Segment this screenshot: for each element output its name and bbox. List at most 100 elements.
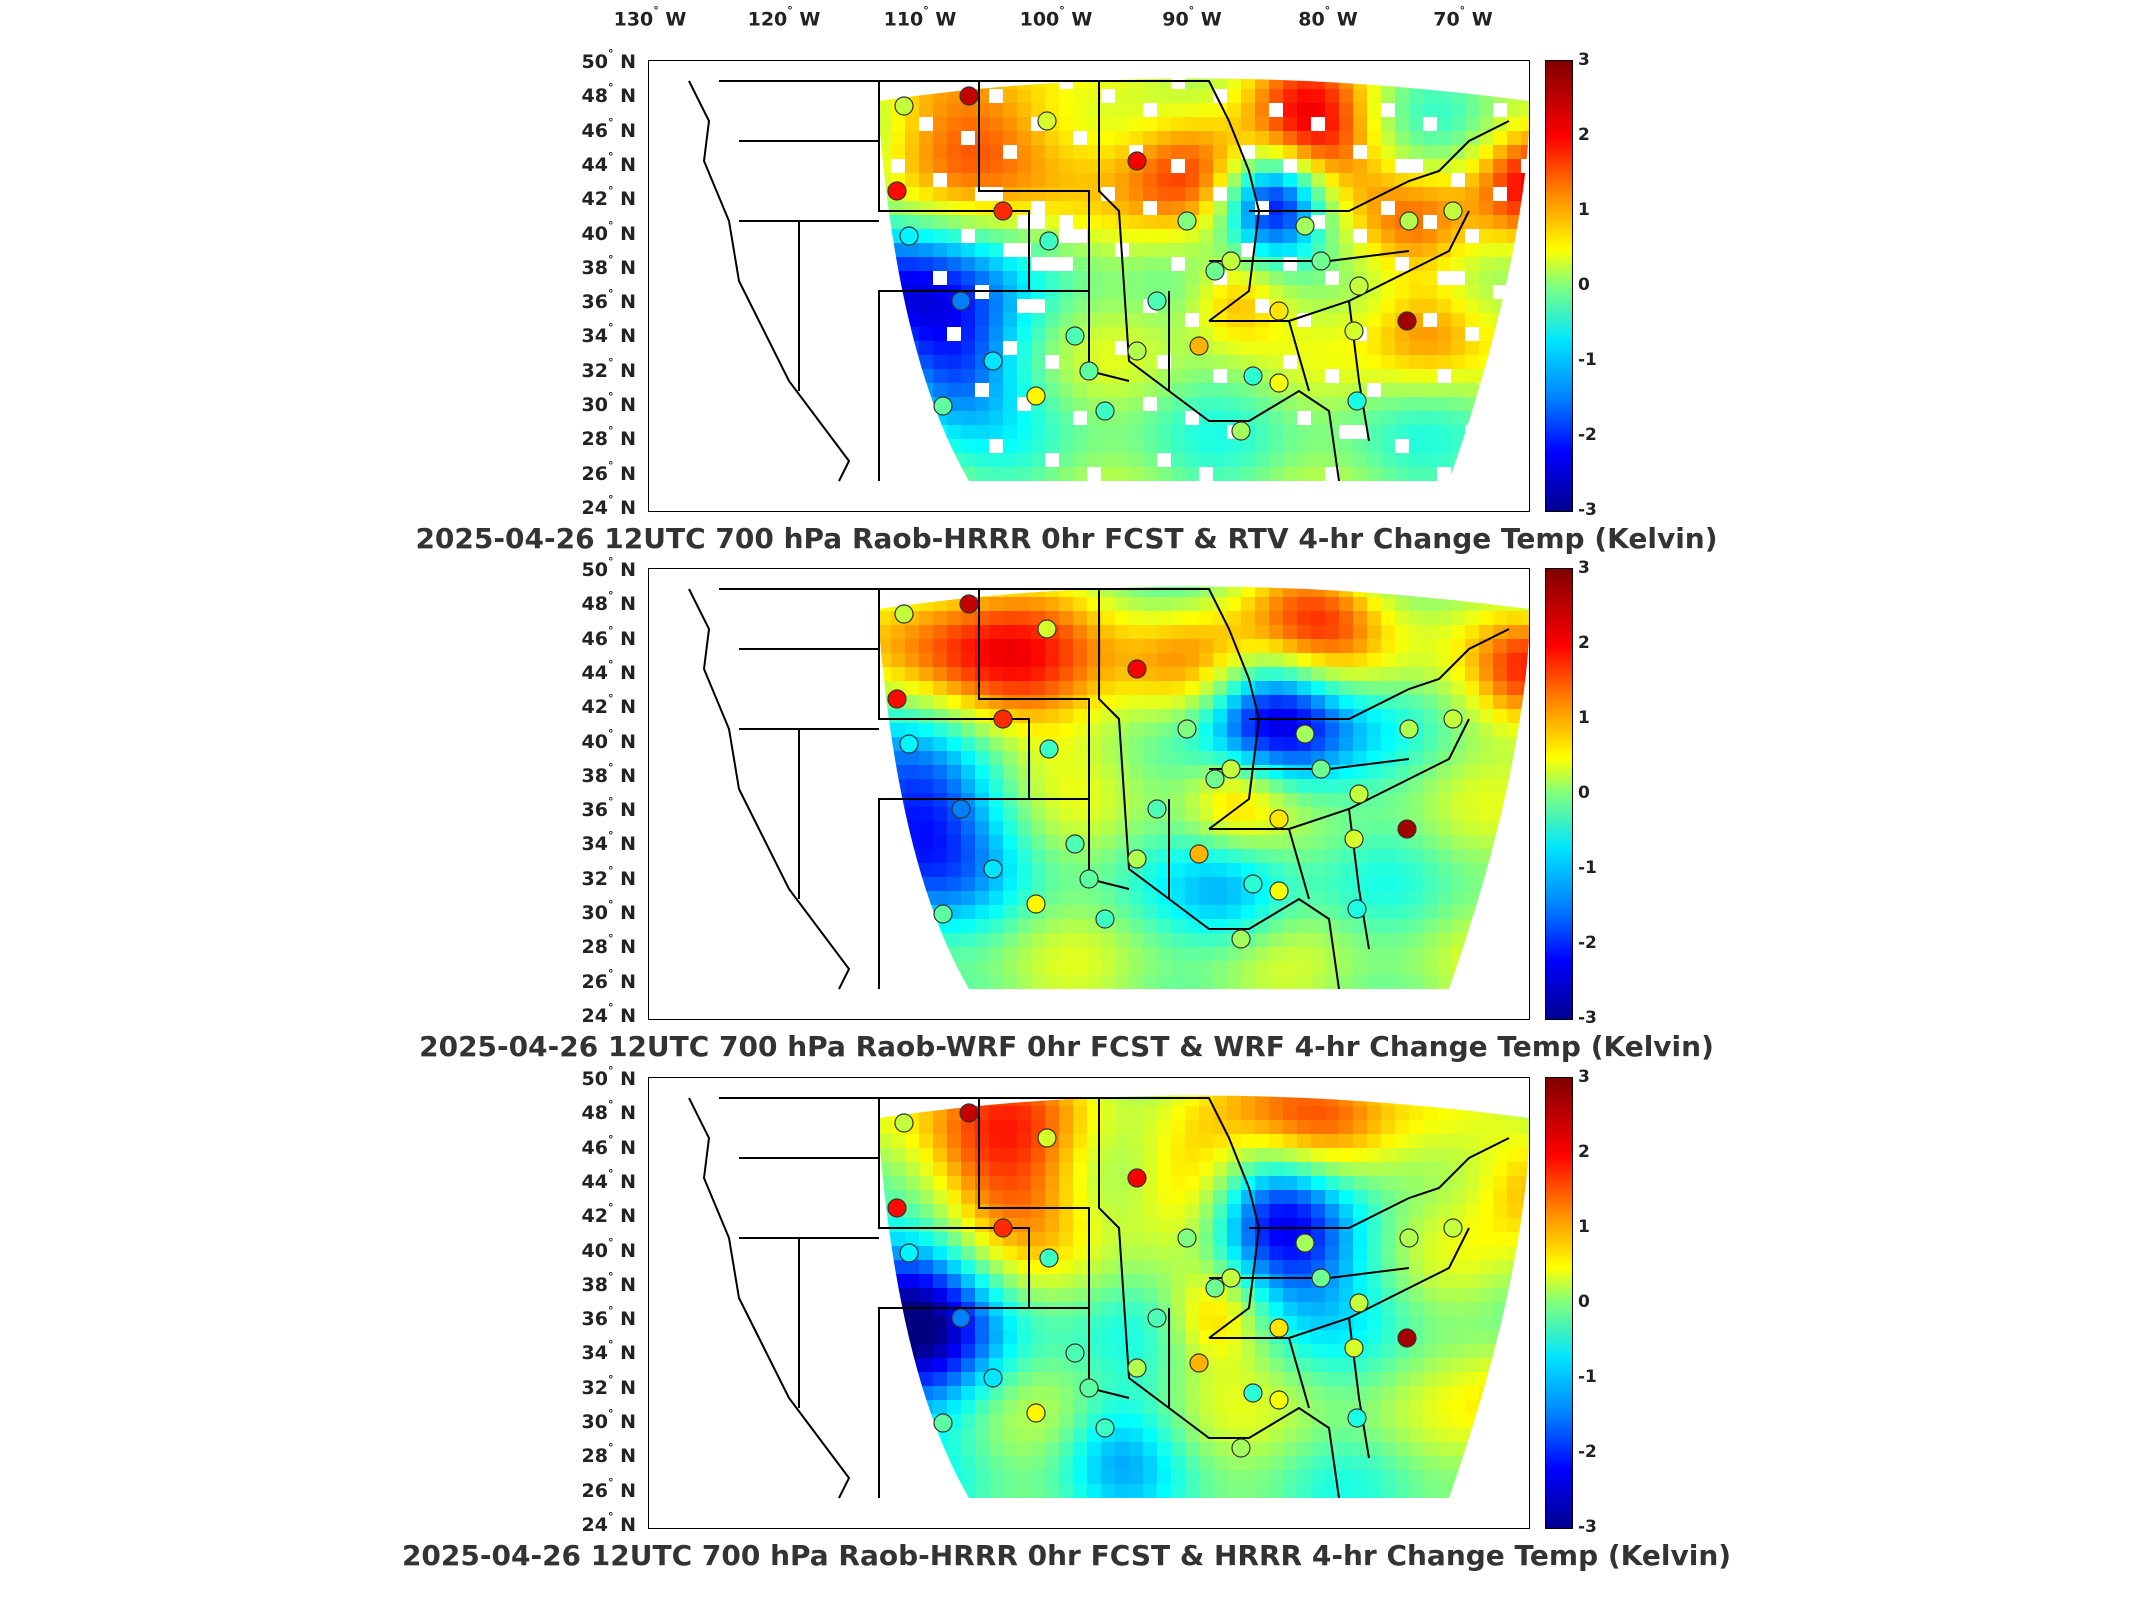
lat-value: 26 xyxy=(581,462,608,485)
lon-value: 80 xyxy=(1298,8,1325,31)
latitude-tick-label: 40° N xyxy=(581,726,636,753)
colorbar-tick-label: -2 xyxy=(1578,425,1597,445)
boundary-line xyxy=(688,588,851,990)
lat-value: 36 xyxy=(581,291,608,314)
lon-value: 70 xyxy=(1433,8,1460,31)
latitude-tick-label: 44° N xyxy=(581,1166,636,1194)
raob-station-marker xyxy=(983,859,1003,879)
colorbar-tick-label: 1 xyxy=(1578,1217,1590,1237)
lat-suffix: N xyxy=(620,662,636,685)
lat-value: 46 xyxy=(581,627,608,650)
raob-station-marker xyxy=(1026,894,1046,914)
colorbar-tick-label: 1 xyxy=(1578,708,1590,728)
lat-value: 34 xyxy=(581,325,608,348)
raob-station-marker xyxy=(1037,1128,1057,1148)
lat-suffix: N xyxy=(620,627,636,650)
lon-suffix: W xyxy=(665,8,687,31)
raob-station-marker xyxy=(933,396,953,416)
lat-suffix: N xyxy=(620,1274,636,1297)
lat-value: 30 xyxy=(581,902,608,925)
raob-station-marker xyxy=(1127,659,1147,679)
raob-station-marker xyxy=(1443,709,1463,729)
latitude-tick-label: 48° N xyxy=(581,589,636,616)
lon-suffix: W xyxy=(1071,8,1093,31)
lat-suffix: N xyxy=(620,497,636,520)
latitude-tick-label: 50° N xyxy=(581,46,636,74)
lat-value: 44 xyxy=(581,154,608,177)
boundary-line xyxy=(688,80,851,482)
colorbar-tick-label: -1 xyxy=(1578,1367,1597,1387)
lat-value: 32 xyxy=(581,359,608,382)
lat-suffix: N xyxy=(620,1445,636,1468)
latitude-tick-label: 42° N xyxy=(581,692,636,719)
longitude-tick-label: 80° W xyxy=(1298,4,1358,31)
lat-value: 30 xyxy=(581,394,608,417)
lat-value: 38 xyxy=(581,1274,608,1297)
raob-station-marker xyxy=(894,96,914,116)
raob-station-marker xyxy=(1344,829,1364,849)
lon-value: 130 xyxy=(613,8,654,31)
temperature-field xyxy=(879,78,1529,481)
raob-station-marker xyxy=(1269,809,1289,829)
colorbar-tick-label: -1 xyxy=(1578,858,1597,878)
lat-value: 46 xyxy=(581,119,608,142)
colorbar-tick-label: -3 xyxy=(1578,500,1597,520)
lat-value: 50 xyxy=(581,1068,608,1091)
lat-value: 28 xyxy=(581,428,608,451)
raob-station-marker xyxy=(1095,1418,1115,1438)
temperature-change-map xyxy=(688,1095,1529,1499)
raob-station-marker xyxy=(1231,421,1251,441)
lat-value: 28 xyxy=(581,936,608,959)
lon-suffix: W xyxy=(1200,8,1222,31)
latitude-tick-label: 26° N xyxy=(581,966,636,993)
lat-suffix: N xyxy=(620,1239,636,1262)
lat-suffix: N xyxy=(620,51,636,74)
boundary-line xyxy=(739,1097,1090,1408)
lat-value: 44 xyxy=(581,1171,608,1194)
longitude-tick-label: 130° W xyxy=(613,4,687,31)
lat-value: 24 xyxy=(581,1514,608,1537)
latitude-tick-label: 28° N xyxy=(581,1441,636,1468)
longitude-tick-label: 110° W xyxy=(883,4,957,31)
raob-station-marker xyxy=(1039,1248,1059,1268)
latitude-tick-label: 36° N xyxy=(581,794,636,822)
lat-suffix: N xyxy=(620,394,636,417)
raob-station-marker xyxy=(894,604,914,624)
latitude-tick-label: 30° N xyxy=(581,897,636,925)
lat-value: 26 xyxy=(581,970,608,993)
latitude-tick-label: 32° N xyxy=(581,863,636,890)
raob-station-marker xyxy=(1399,1228,1419,1248)
raob-station-marker xyxy=(1311,251,1331,271)
raob-station-marker xyxy=(1295,724,1315,744)
lat-suffix: N xyxy=(620,462,636,485)
lat-suffix: N xyxy=(620,833,636,856)
raob-station-marker xyxy=(1037,619,1057,639)
latitude-tick-label: 36° N xyxy=(581,1303,636,1331)
raob-station-marker xyxy=(983,1368,1003,1388)
lon-suffix: W xyxy=(1471,8,1493,31)
raob-station-marker xyxy=(1065,326,1085,346)
lat-value: 38 xyxy=(581,257,608,280)
lat-suffix: N xyxy=(620,291,636,314)
map-panel-3: 2025-04-26 12UTC 700 hPa Raob-HRRR 0hr F… xyxy=(0,1064,2133,1587)
latitude-tick-label: 44° N xyxy=(581,657,636,685)
lat-value: 36 xyxy=(581,1308,608,1331)
lat-value: 40 xyxy=(581,222,608,245)
colorbar-tick-label: 3 xyxy=(1578,558,1590,578)
raob-station-marker xyxy=(1095,401,1115,421)
temperature-field xyxy=(879,1095,1529,1498)
lat-suffix: N xyxy=(620,1376,636,1399)
lat-suffix: N xyxy=(620,325,636,348)
lat-suffix: N xyxy=(620,1205,636,1228)
lat-value: 26 xyxy=(581,1479,608,1502)
lat-value: 46 xyxy=(581,1136,608,1159)
boundary-line xyxy=(719,80,1030,481)
temperature-change-map xyxy=(688,78,1529,482)
lat-value: 24 xyxy=(581,1005,608,1028)
lat-suffix: N xyxy=(620,1068,636,1091)
colorbar-tick-label: 2 xyxy=(1578,633,1590,653)
colorbar-tick-label: -2 xyxy=(1578,1442,1597,1462)
lat-suffix: N xyxy=(620,428,636,451)
colorbar-tick-label: 0 xyxy=(1578,783,1590,803)
panel-title: 2025-04-26 12UTC 700 hPa Raob-HRRR 0hr F… xyxy=(415,522,1718,555)
